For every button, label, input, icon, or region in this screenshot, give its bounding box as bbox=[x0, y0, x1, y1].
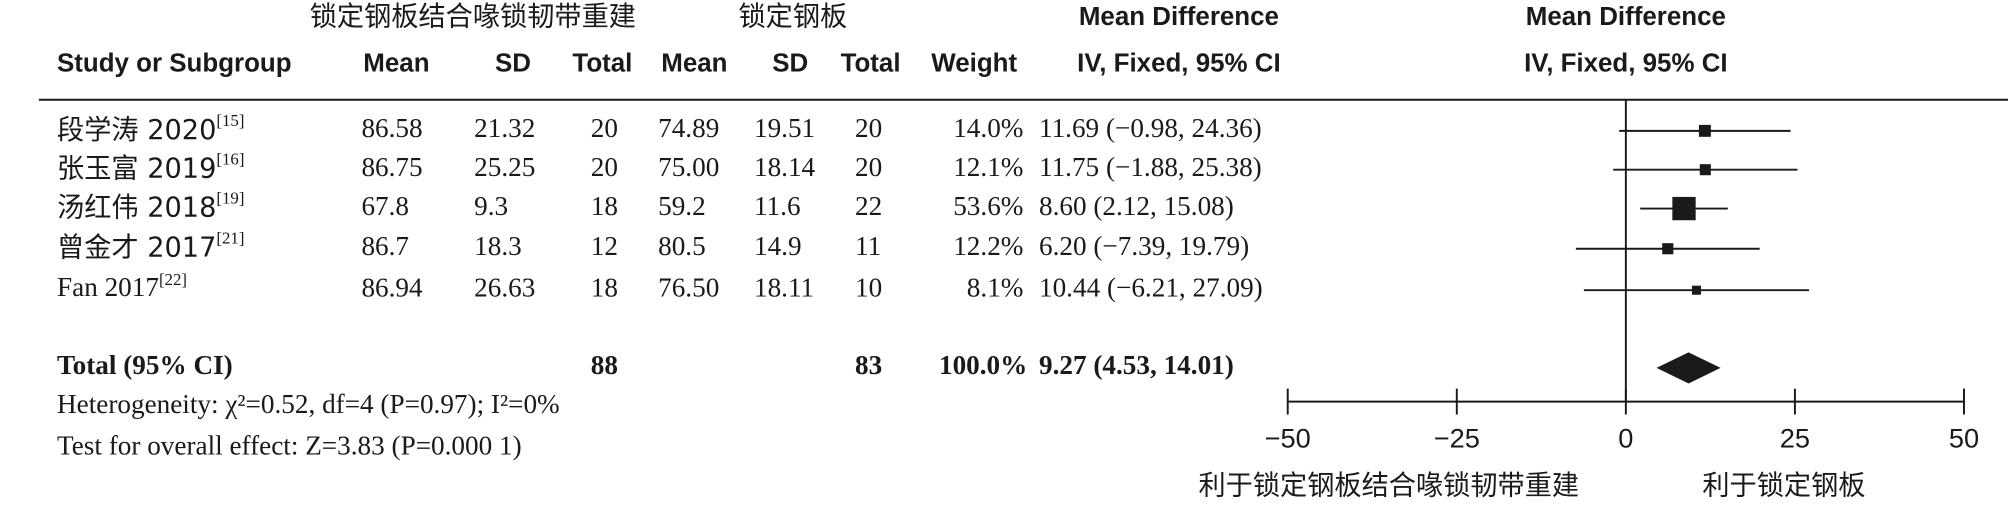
group-header: 锁定钢板 bbox=[738, 2, 847, 33]
weight-label: 12.2% bbox=[953, 231, 1023, 261]
column-header: SD bbox=[495, 50, 531, 78]
cell: 18 bbox=[591, 191, 618, 221]
weight-label: 14.0% bbox=[953, 113, 1023, 143]
study-name: 张玉富 2019[16] bbox=[57, 150, 244, 185]
effect-square bbox=[1699, 164, 1711, 176]
study-name: 汤红伟 2018[19] bbox=[57, 188, 244, 223]
study-label: 汤红伟 2018 bbox=[57, 192, 216, 223]
cell: 20 bbox=[855, 152, 882, 182]
weight-label: 53.6% bbox=[953, 191, 1023, 221]
cell: 67.8 bbox=[361, 191, 409, 221]
study-label: 曾金才 2017 bbox=[57, 232, 216, 263]
effect-label: 10.44 (−6.21, 27.09) bbox=[1039, 272, 1263, 302]
column-header: Weight bbox=[931, 50, 1017, 78]
cell: 80.5 bbox=[658, 231, 706, 261]
study-ref: [15] bbox=[216, 111, 244, 130]
cell: 86.75 bbox=[361, 152, 422, 182]
total-effect: 9.27 (4.53, 14.01) bbox=[1039, 350, 1234, 380]
cell: 86.94 bbox=[361, 272, 423, 302]
cell: 19.51 bbox=[754, 113, 815, 143]
cell: 20 bbox=[591, 113, 618, 143]
overall-effect: Test for overall effect: Z=3.83 (P=0.000… bbox=[57, 430, 522, 460]
study-name: 段学涛 2020[15] bbox=[57, 111, 244, 146]
effect-square bbox=[1691, 285, 1701, 295]
cell: 86.58 bbox=[361, 113, 422, 143]
study-label: 段学涛 2020 bbox=[57, 114, 216, 145]
study-label: 张玉富 2019 bbox=[57, 153, 216, 184]
x-tick-label: −50 bbox=[1265, 423, 1311, 454]
cell: 10 bbox=[855, 272, 882, 302]
favours-left: 利于锁定钢板结合喙锁韧带重建 bbox=[1198, 471, 1579, 502]
cell: 25.25 bbox=[474, 152, 535, 182]
cell: 76.50 bbox=[658, 272, 719, 302]
cell: 14.9 bbox=[754, 231, 802, 261]
heterogeneity: Heterogeneity: χ²=0.52, df=4 (P=0.97); I… bbox=[57, 389, 560, 419]
effect-label: 6.20 (−7.39, 19.79) bbox=[1039, 231, 1249, 261]
column-header: Total bbox=[841, 50, 901, 78]
total-label: Total (95% CI) bbox=[57, 350, 233, 380]
total-n2: 83 bbox=[855, 350, 882, 380]
effect-label: 11.69 (−0.98, 24.36) bbox=[1039, 113, 1262, 143]
study-ref: [16] bbox=[216, 150, 244, 169]
cell: 22 bbox=[855, 191, 882, 221]
cell: 75.00 bbox=[658, 152, 719, 182]
study-ref: [22] bbox=[159, 270, 187, 289]
x-tick-label: −25 bbox=[1434, 423, 1480, 454]
total-diamond bbox=[1656, 352, 1721, 384]
total-weight: 100.0% bbox=[939, 350, 1027, 380]
plot-header: Mean Difference bbox=[1526, 3, 1726, 31]
cell: 18.11 bbox=[754, 272, 814, 302]
plot-group: 锁定钢板结合喙锁韧带重建 锁定钢板 Mean Difference IV, Fi… bbox=[38, 2, 2008, 502]
effect-square bbox=[1672, 196, 1696, 221]
total-n1: 88 bbox=[591, 350, 618, 380]
cell: 18.3 bbox=[474, 231, 522, 261]
group-header: 锁定钢板结合喙锁韧带重建 bbox=[310, 2, 636, 33]
weight-label: 8.1% bbox=[967, 272, 1024, 302]
cell: 74.89 bbox=[658, 113, 719, 143]
cell: 26.63 bbox=[474, 272, 535, 302]
effect-square bbox=[1662, 243, 1674, 255]
x-tick-label: 0 bbox=[1618, 423, 1633, 454]
cell: 20 bbox=[591, 152, 618, 182]
cell: 11.6 bbox=[754, 191, 801, 221]
plot-header: IV, Fixed, 95% CI bbox=[1524, 50, 1728, 78]
cell: 18.14 bbox=[754, 152, 816, 182]
cell: 59.2 bbox=[658, 191, 706, 221]
effect-label: 11.75 (−1.88, 25.38) bbox=[1039, 152, 1262, 182]
column-header: Mean bbox=[363, 50, 429, 78]
cell: 18 bbox=[591, 272, 618, 302]
study-name: Fan 2017[22] bbox=[57, 270, 187, 302]
study-label: Fan 2017 bbox=[57, 272, 159, 302]
cell: 11 bbox=[855, 231, 881, 261]
cell: 12 bbox=[591, 231, 618, 261]
effect-square bbox=[1698, 124, 1711, 137]
cell: 86.7 bbox=[361, 231, 409, 261]
x-tick-label: 25 bbox=[1780, 423, 1810, 454]
column-header: Total bbox=[572, 50, 632, 78]
effect-header: IV, Fixed, 95% CI bbox=[1077, 50, 1281, 78]
x-tick-label: 50 bbox=[1949, 423, 1979, 454]
cell: 9.3 bbox=[474, 191, 508, 221]
column-header: Study or Subgroup bbox=[57, 50, 292, 78]
effect-label: 8.60 (2.12, 15.08) bbox=[1039, 191, 1234, 221]
study-name: 曾金才 2017[21] bbox=[57, 229, 244, 264]
column-header: SD bbox=[772, 50, 808, 78]
cell: 20 bbox=[855, 113, 882, 143]
effect-header: Mean Difference bbox=[1079, 3, 1279, 31]
study-ref: [21] bbox=[216, 229, 244, 248]
study-ref: [19] bbox=[216, 188, 244, 207]
column-header: Mean bbox=[661, 50, 727, 78]
weight-label: 12.1% bbox=[953, 152, 1023, 182]
favours-right: 利于锁定钢板 bbox=[1702, 471, 1865, 502]
cell: 21.32 bbox=[474, 113, 535, 143]
